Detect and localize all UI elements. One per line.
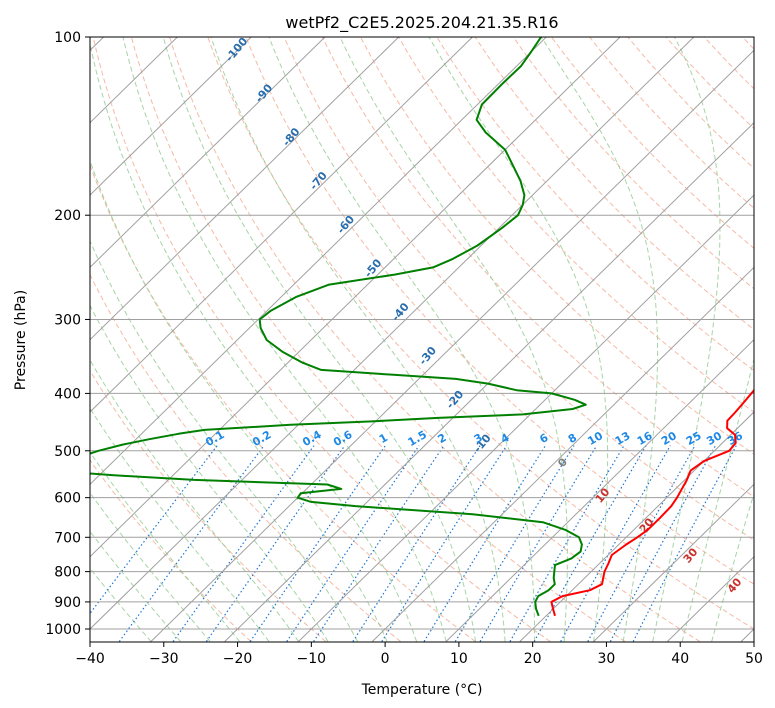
- dry-adiabat-line: [130, 37, 626, 642]
- moist-adiabat-line: [90, 159, 388, 642]
- background-lines: [90, 37, 754, 642]
- moist-adiabat-line: [90, 239, 359, 642]
- moist-adiabat-line: [90, 40, 418, 642]
- isotherm-line: [150, 49, 754, 642]
- axes-ticks: −40 −30 −20 −10 0 10 20 30 40 50 100 200 300 400 500 60…: [45, 30, 763, 667]
- plot-frame: [89, 36, 755, 643]
- dry-adiabat-line: [207, 37, 754, 630]
- mixing-ratio-line: [313, 445, 445, 642]
- dry-adiabat-line: [92, 37, 551, 642]
- mixing-ratio-line: [479, 445, 598, 642]
- isotherm-line: [593, 483, 754, 642]
- dry-adiabat-line: [398, 37, 754, 413]
- moist-adiabat-line: [652, 37, 721, 642]
- dry-adiabat-line: [169, 37, 701, 642]
- isotherm-line: [371, 266, 754, 642]
- isotherm-line: [519, 411, 754, 642]
- isotherm-line: [90, 37, 547, 486]
- isotherm-line: [90, 37, 473, 413]
- mixing-ratio-line: [90, 445, 218, 615]
- x-tick-label: 30: [598, 651, 616, 667]
- isotherm-line: [90, 37, 695, 630]
- mixing-ratio-line: [454, 445, 575, 642]
- mixing-ratio-line: [560, 445, 671, 642]
- mixing-ratio-line: [286, 445, 420, 642]
- dry-adiabat-line: [436, 37, 754, 372]
- x-tick-label: −40: [75, 651, 105, 667]
- y-tick-label: 800: [54, 565, 81, 581]
- y-tick-label: 100: [54, 30, 81, 46]
- mixing-ratio-line: [172, 445, 315, 642]
- mixing-ratio-line: [205, 445, 346, 642]
- y-axis-label: Pressure (hPa): [13, 290, 29, 390]
- x-tick-label: 40: [671, 651, 689, 667]
- x-axis-label: Temperature (°C): [361, 682, 483, 698]
- moist-adiabat-line: [540, 37, 659, 642]
- x-tick-label: 0: [381, 651, 390, 667]
- moist-adiabat-line: [122, 37, 447, 642]
- mixing-ratio-line: [249, 445, 386, 642]
- y-tick-label: 500: [54, 444, 81, 460]
- moist-adiabat-line: [162, 37, 477, 642]
- y-tick-label: 400: [54, 386, 81, 402]
- y-tick-label: 900: [54, 595, 81, 611]
- x-tick-label: 20: [524, 651, 542, 667]
- moist-adiabat-line: [711, 491, 754, 642]
- mixing-ratio-line: [352, 445, 481, 642]
- dry-adiabat-line: [245, 37, 754, 585]
- isotherm-line: [224, 121, 754, 642]
- x-tick-label: 10: [450, 651, 468, 667]
- moist-adiabat-line: [90, 304, 329, 642]
- chart-title: wetPf2_C2E5.2025.204.21.35.R16: [285, 13, 558, 33]
- dry-adiabat-line: [283, 37, 754, 541]
- isotherm-line: [298, 194, 754, 642]
- mixing-ratio-line: [423, 445, 547, 642]
- dry-adiabat-line: [360, 37, 754, 455]
- isotherm-line: [90, 37, 621, 558]
- isotherm-line: [90, 37, 252, 196]
- x-tick-label: −10: [297, 651, 327, 667]
- x-tick-label: 50: [745, 651, 763, 667]
- profile-series: [90, 37, 754, 617]
- y-tick-label: 300: [54, 312, 81, 328]
- moist-adiabat-line: [681, 356, 754, 642]
- dewpoint-profile-line: [90, 37, 587, 617]
- moist-adiabat-line: [210, 37, 506, 642]
- x-tick-label: −20: [223, 651, 253, 667]
- dry-adiabat-line: [90, 163, 476, 642]
- x-tick-label: −30: [149, 651, 179, 667]
- temperature-profile-line: [550, 388, 754, 617]
- isotherm-line: [90, 37, 326, 269]
- dry-adiabat-line: [474, 37, 754, 331]
- y-tick-label: 600: [54, 491, 81, 507]
- dry-adiabat-line: [90, 369, 327, 642]
- y-tick-label: 700: [54, 530, 81, 546]
- y-tick-label: 1000: [45, 622, 81, 638]
- isotherm-line: [445, 338, 754, 642]
- dry-adiabat-line: [90, 459, 252, 642]
- moist-adiabat-line: [428, 37, 609, 642]
- moist-adiabat-line: [339, 37, 568, 642]
- y-tick-label: 200: [54, 208, 81, 224]
